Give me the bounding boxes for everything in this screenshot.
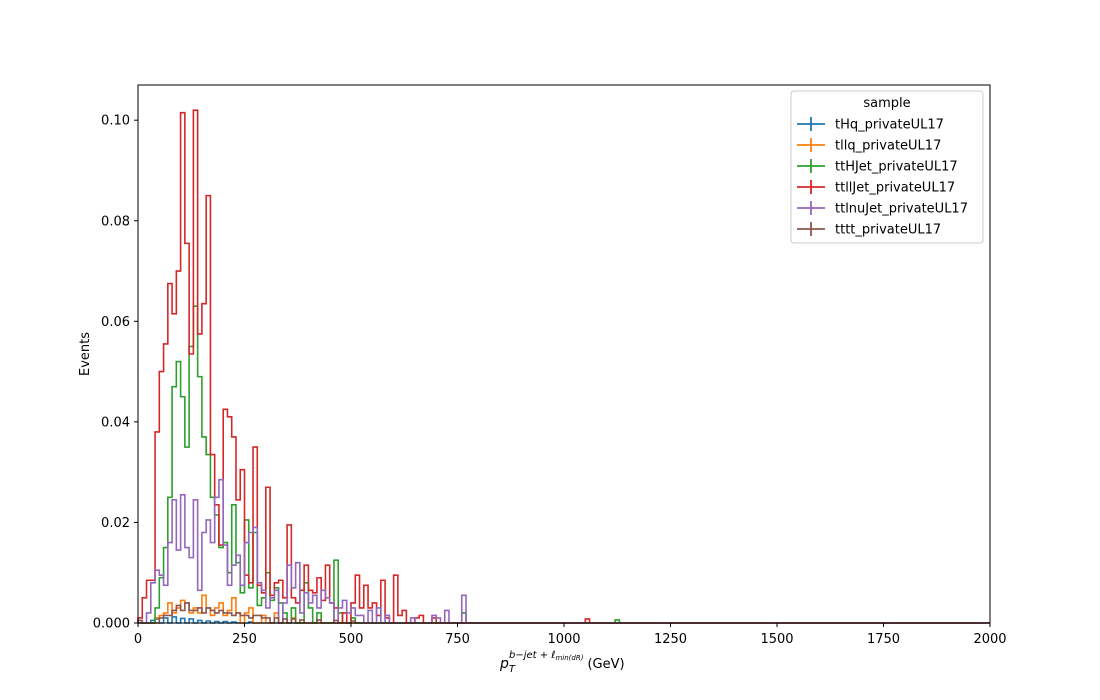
legend-title: sample xyxy=(863,96,910,111)
legend-item-tthjet-privateul17: ttHJet_privateUL17 xyxy=(797,159,958,175)
legend-box xyxy=(790,90,984,244)
x-axis: 0 250 500 750 1000 1250 1500 1750 2000 xyxy=(134,623,1007,647)
y-tick-label: 0.06 xyxy=(101,315,130,330)
legend-item-thq-privateul17: tHq_privateUL17 xyxy=(797,117,944,133)
x-axis-label-sup: b−jet + ℓ xyxy=(509,650,555,661)
legend-item-ttlljet-privateul17: ttllJet_privateUL17 xyxy=(797,180,955,196)
legend-label: tHq_privateUL17 xyxy=(835,118,944,133)
x-axis-label: pTb−jet + ℓmin(dR) (GeV) xyxy=(499,650,625,675)
x-tick-label: 1750 xyxy=(867,632,900,647)
legend-label: ttllJet_privateUL17 xyxy=(835,181,955,196)
legend-label: tttt_privateUL17 xyxy=(835,223,941,238)
legend-item-tttt-privateul17: tttt_privateUL17 xyxy=(797,222,941,238)
y-tick-label: 0.02 xyxy=(101,516,130,531)
legend-label: ttHJet_privateUL17 xyxy=(835,160,958,175)
x-axis-label-base: p xyxy=(499,656,509,672)
x-tick-label: 1500 xyxy=(760,632,793,647)
series-tttt-privateul17 xyxy=(137,602,990,624)
x-tick-label: 1000 xyxy=(547,632,580,647)
y-axis-label: Events xyxy=(78,332,93,376)
y-tick-label: 0.04 xyxy=(101,415,130,430)
legend-item-ttlnujet-privateul17: ttlnuJet_privateUL17 xyxy=(797,201,968,217)
legend-item-tllq-privateul17: tllq_privateUL17 xyxy=(797,138,941,154)
x-tick-label: 500 xyxy=(339,632,364,647)
x-tick-label: 2000 xyxy=(973,632,1006,647)
x-tick-label: 250 xyxy=(232,632,257,647)
y-tick-label: 0.10 xyxy=(101,114,130,129)
x-axis-label-unit: (GeV) xyxy=(587,657,624,672)
legend: sample tHq_privateUL17 tllq_privateUL17tt… xyxy=(790,90,984,244)
y-axis: 0.000 0.02 0.04 0.06 0.08 0.10 xyxy=(93,114,138,632)
legend-label: tllq_privateUL17 xyxy=(835,139,941,154)
x-axis-label-sub: T xyxy=(509,664,516,675)
x-tick-label: 0 xyxy=(134,632,142,647)
x-tick-label: 1250 xyxy=(654,632,687,647)
x-tick-label: 750 xyxy=(445,632,470,647)
legend-items: tHq_privateUL17 tllq_privateUL17 ttHJet_pr… xyxy=(797,117,968,238)
y-tick-label: 0.000 xyxy=(93,617,130,632)
legend-label: ttlnuJet_privateUL17 xyxy=(835,202,968,217)
x-axis-label-sup-sub: min(dR) xyxy=(555,654,583,662)
y-tick-label: 0.08 xyxy=(101,214,130,229)
